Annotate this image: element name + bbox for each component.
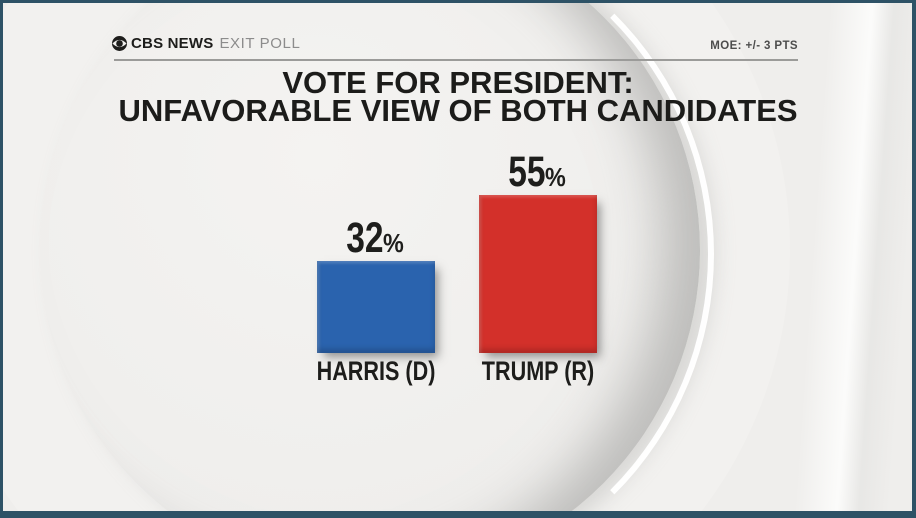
category-label-trump: TRUMP (R) [481,356,595,386]
bar-harris [317,261,435,353]
bar-trump [479,195,597,353]
frame-border-top [0,0,916,3]
value-label-harris: 32% [345,214,407,263]
value-trump: 55 [507,148,546,197]
chart-title-line2: UNFAVORABLE VIEW OF BOTH CANDIDATES [118,93,798,128]
frame-border-right [912,0,916,518]
brand-program: EXIT POLL [219,35,301,52]
bar-group-trump: 55% [458,148,618,353]
chart-title: VOTE FOR PRESIDENT: UNFAVORABLE VIEW OF … [0,65,916,128]
value-unit-harris: % [383,228,405,259]
bar-group-harris: 32% [296,214,456,353]
value-unit-trump: % [545,162,567,193]
margin-of-error-label: MOE: +/- 3 PTS [710,40,798,52]
frame-border-left [0,0,3,518]
value-label-trump: 55% [507,148,569,197]
cbs-eye-icon [112,36,127,51]
brand-name: CBS NEWS [131,35,214,52]
category-label-harris: HARRIS (D) [316,356,436,386]
value-harris: 32 [345,214,384,263]
chart-title-line1: VOTE FOR PRESIDENT: [282,65,634,100]
background-arc-highlight [34,0,714,518]
brand-lockup: CBS NEWS EXIT POLL [112,36,300,51]
header-divider [114,59,798,61]
frame-border-bottom [0,511,916,518]
